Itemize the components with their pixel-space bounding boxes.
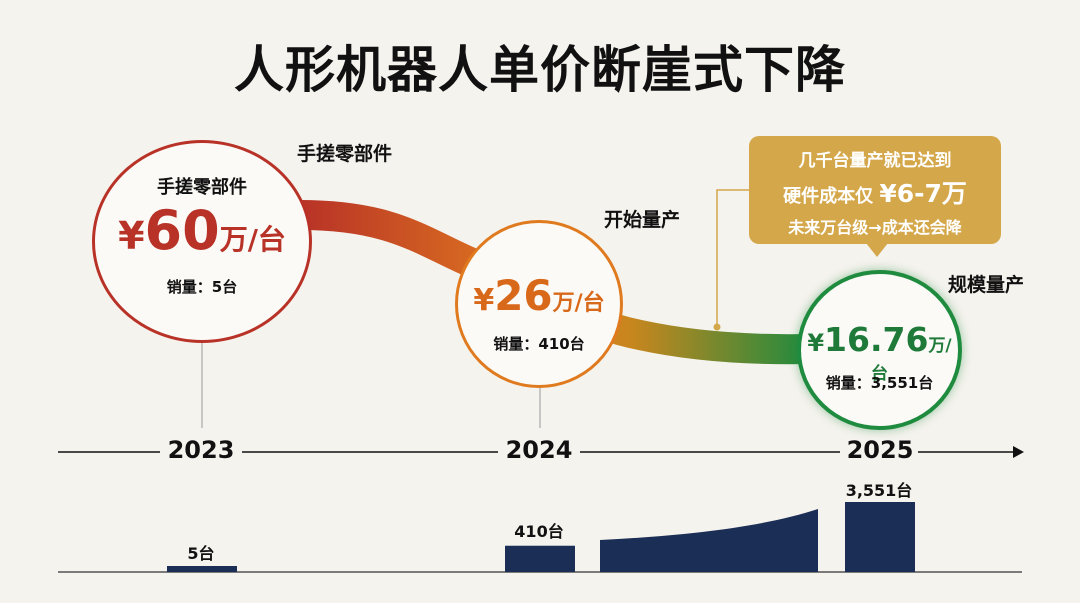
sales-2024: 销量：410台 [493,335,585,353]
callout-line-1: 几千台量产就已达到 [798,151,952,171]
stage-label-start-production: 开始量产 [604,209,681,231]
price-circle-2025: ¥16.76万/台 销量：3,551台 [797,270,962,430]
sales-bar-2023 [167,566,237,572]
currency-2024: ¥ [473,283,495,318]
price-unit-2023: 万/台 [219,223,286,256]
circle-2023-caption: 手搓零部件 [157,177,247,198]
year-label-2025: 2025 [846,436,914,464]
callout-connector-dot [713,323,721,331]
price-2024: ¥26万/台 [458,271,620,320]
callout-line-3: 未来万台级→成本还会降 [788,218,962,237]
callout-line-2: 硬件成本仅 ¥6-7万 [749,174,1001,210]
sales-bar-2025 [845,502,915,572]
price-value-2023: 60 [144,199,220,262]
callout-pointer [866,243,888,257]
cost-callout: 几千台量产就已达到 硬件成本仅 ¥6-7万 未来万台级→成本还会降 [749,136,1001,244]
stage-label-handmade: 手搓零部件 [297,143,393,165]
price-circle-2023: 手搓零部件 ¥60万/台 销量：5台 [92,140,312,343]
sales-2025: 销量：3,551台 [825,374,934,392]
price-2025: ¥16.76万/台 [801,320,958,384]
price-value-2024: 26 [494,271,553,320]
price-unit-2025: 万/台 [871,336,952,384]
currency-2025: ¥ [807,329,825,357]
year-label-2024: 2024 [505,436,573,464]
price-unit-2024: 万/台 [552,291,605,316]
callout-cost-value: ¥6-7万 [879,179,967,208]
price-circle-2024: ¥26万/台 销量：410台 [455,220,623,388]
price-value-2025: 16.76 [824,320,929,359]
callout-line-2-prefix: 硬件成本仅 [783,186,874,207]
timeline-arrow-icon [1013,446,1024,458]
bar-label-2023: 5台 [187,544,215,563]
year-label-2023: 2023 [167,436,235,464]
bar-label-2025: 3,551台 [845,481,913,500]
callout-connector [716,189,749,324]
sales-bar-2024 [505,545,575,572]
sales-growth-ramp [600,509,818,572]
bar-label-2024: 410台 [514,522,564,541]
stage-label-mass-production: 规模量产 [948,274,1025,296]
currency-2023: ¥ [118,214,145,258]
price-2023: ¥60万/台 [95,199,309,262]
sales-2023: 销量：5台 [166,278,238,296]
page-title: 人形机器人单价断崖式下降 [234,41,846,99]
